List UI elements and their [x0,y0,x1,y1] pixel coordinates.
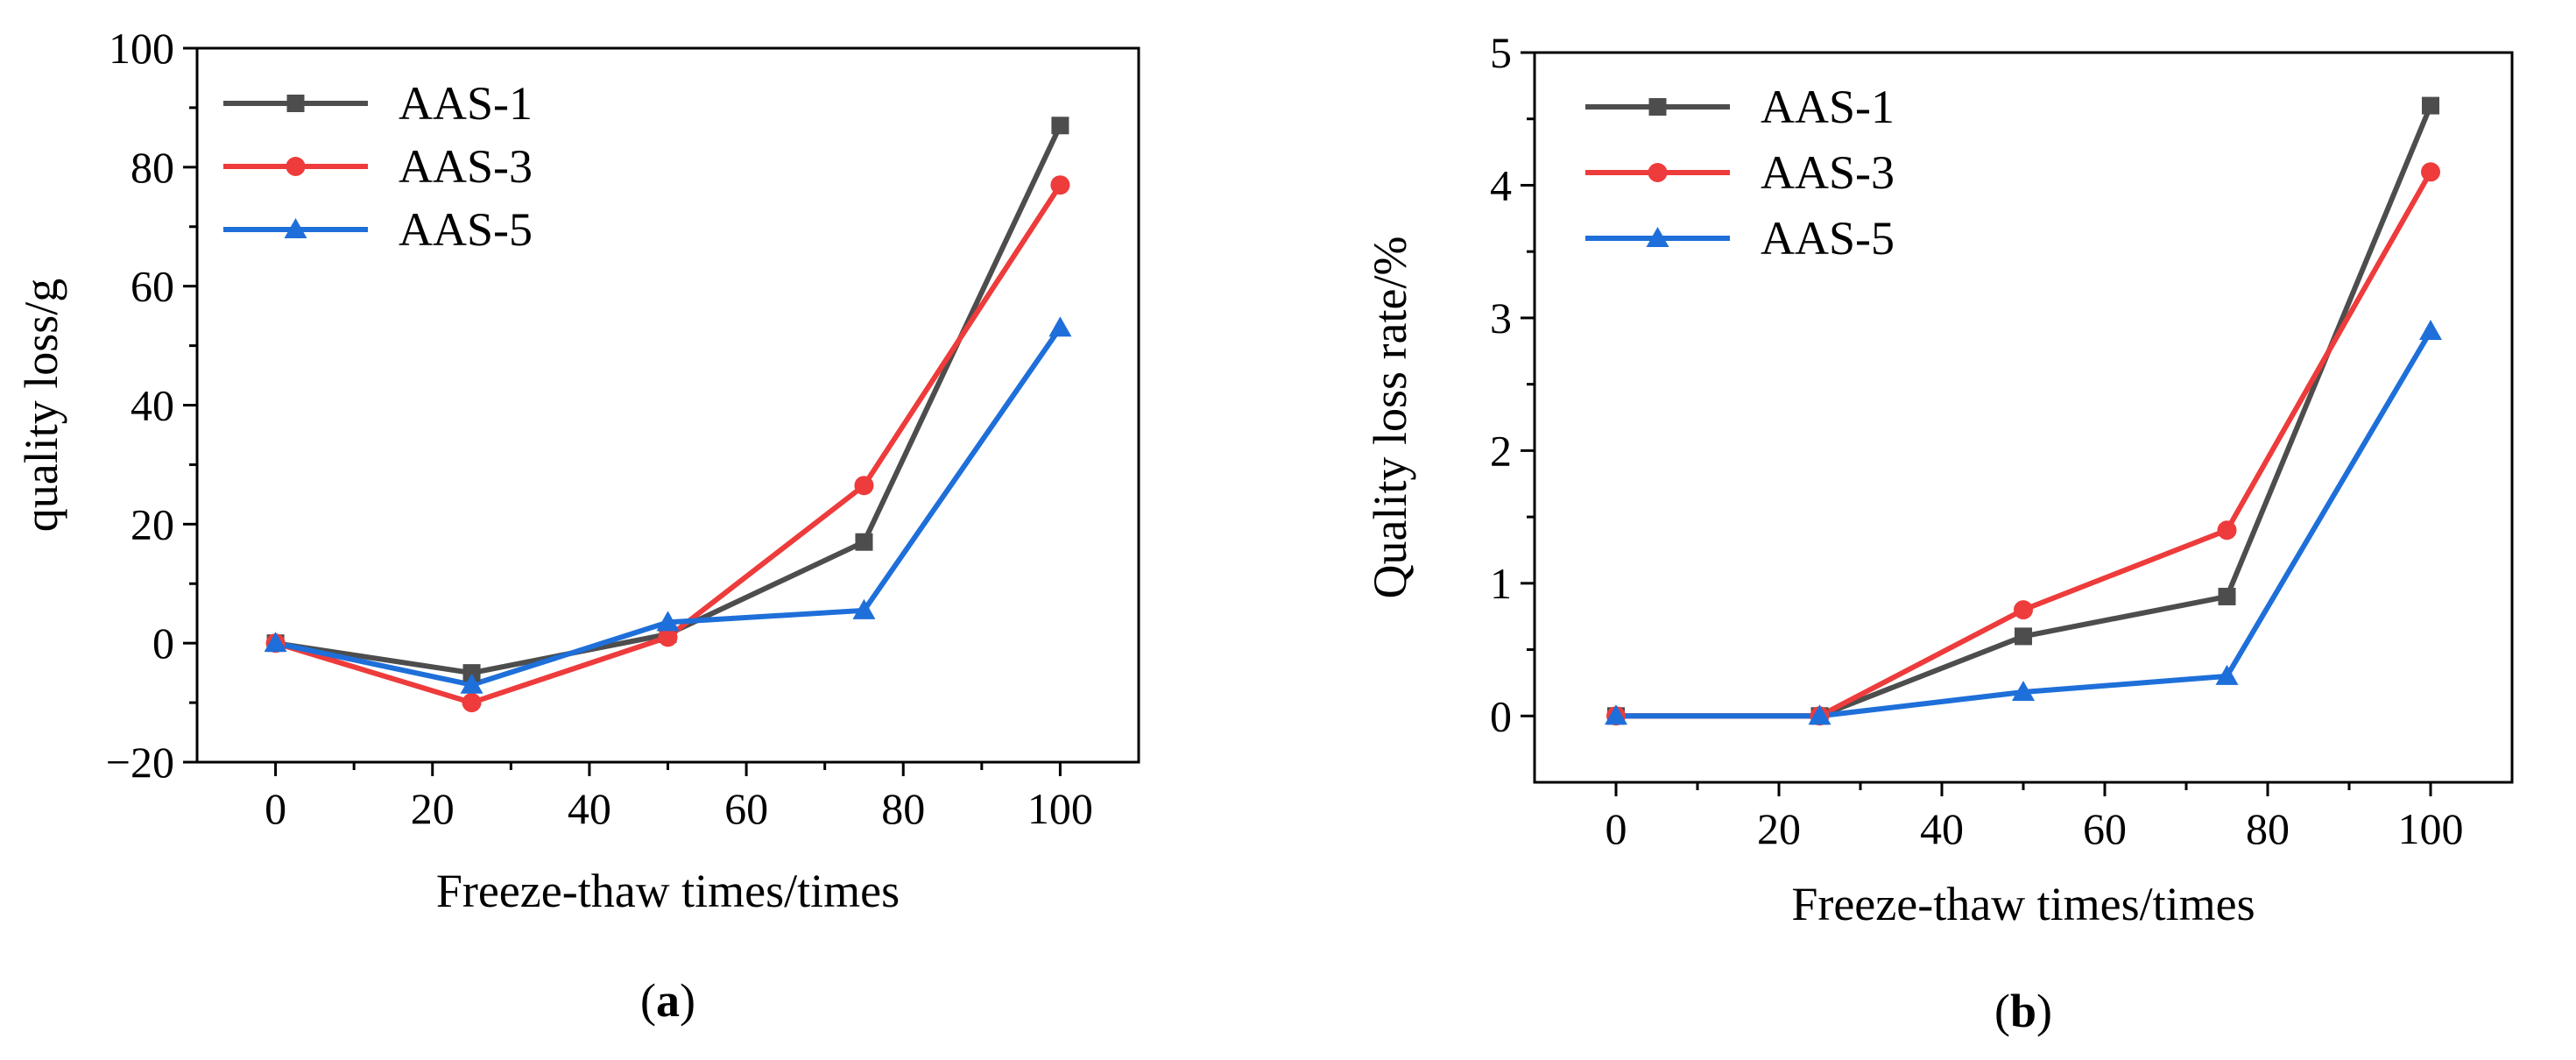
x-tick-label: 100 [2398,804,2464,853]
data-point-AAS-5 [656,611,680,632]
legend-marker-AAS-3 [286,157,306,176]
y-axis-title: Quality loss rate/% [1364,237,1416,599]
data-point-AAS-3 [854,476,874,496]
y-tick-label: 0 [1490,691,1512,740]
legend-marker-AAS-3 [1648,163,1668,182]
plot-frame [1533,51,2514,784]
legend-label: AAS-1 [399,77,533,130]
data-point-AAS-5 [460,673,483,694]
y-tick-label: 5 [1490,28,1512,77]
y-tick-label: 20 [131,499,174,548]
y-tick-label: 1 [1490,559,1512,608]
y-tick-label: 0 [152,618,174,668]
data-point-AAS-1 [2422,96,2439,115]
series-line-AAS-1 [1616,104,2433,719]
data-point-AAS-1 [1051,117,1069,135]
y-tick-label: 60 [131,262,174,311]
y-tick-label: −20 [106,738,174,787]
y-tick-label: 80 [131,143,174,192]
x-tick-label: 40 [1920,804,1964,853]
data-point-AAS-1 [462,664,481,682]
legend-marker-AAS-1 [286,95,305,112]
legend-label: AAS-3 [1761,146,1895,199]
legend-label: AAS-1 [1761,81,1895,133]
data-point-AAS-3 [2014,600,2033,620]
x-tick-label: 100 [1027,784,1093,833]
data-point-AAS-3 [658,627,678,647]
x-axis-title: Freeze-thaw times/times [1791,878,2255,930]
x-tick-label: 60 [724,784,768,833]
x-tick-label: 60 [2083,804,2127,853]
x-tick-label: 80 [881,784,925,833]
legend-label: AAS-5 [399,203,533,256]
data-point-AAS-3 [2421,162,2440,182]
x-tick-label: 0 [265,784,286,833]
panel-caption: (a) [640,974,695,1027]
chart-panel-a: 0 20 40 60 80 100 −20 0 20 40 60 80 100 Freeze-thaw t… [15,24,1140,1027]
y-tick-label: 40 [131,381,174,430]
series-line-AAS-1 [275,124,1063,676]
x-tick-label: 80 [2246,804,2290,853]
data-point-AAS-5 [852,598,876,619]
chart-panel-b: 0 20 40 60 80 100 0 1 2 3 4 5 Freeze-thaw times/time… [1364,28,2514,1037]
legend-label: AAS-3 [399,140,533,193]
x-tick-label: 20 [411,784,455,833]
x-tick-label: 20 [1757,804,1801,853]
y-tick-label: 100 [109,24,174,73]
data-point-AAS-3 [462,693,482,713]
y-tick-label: 3 [1490,293,1512,343]
legend-label: AAS-5 [1761,212,1895,265]
data-point-AAS-5 [1605,704,1627,725]
data-point-AAS-3 [1050,175,1070,195]
legend-marker-AAS-5 [284,218,307,238]
y-tick-label: 2 [1490,426,1512,475]
x-tick-label: 0 [1606,804,1627,853]
data-point-AAS-3 [2217,520,2237,541]
y-axis-title: quality loss/g [15,279,67,533]
x-tick-label: 40 [568,784,611,833]
data-point-AAS-5 [2419,320,2442,341]
legend-marker-AAS-1 [1648,98,1667,116]
data-point-AAS-5 [1808,704,1831,725]
data-point-AAS-5 [2215,664,2239,685]
data-point-AAS-5 [264,632,287,653]
data-point-AAS-5 [2012,681,2035,702]
data-point-AAS-1 [2015,627,2032,646]
x-axis-title: Freeze-thaw times/times [436,865,900,917]
data-point-AAS-1 [855,533,873,551]
panel-caption: (b) [1994,985,2052,1037]
legend-marker-AAS-5 [1646,227,1669,247]
data-point-AAS-5 [1048,316,1072,337]
y-tick-label: 4 [1490,160,1512,209]
data-point-AAS-1 [2218,587,2236,605]
